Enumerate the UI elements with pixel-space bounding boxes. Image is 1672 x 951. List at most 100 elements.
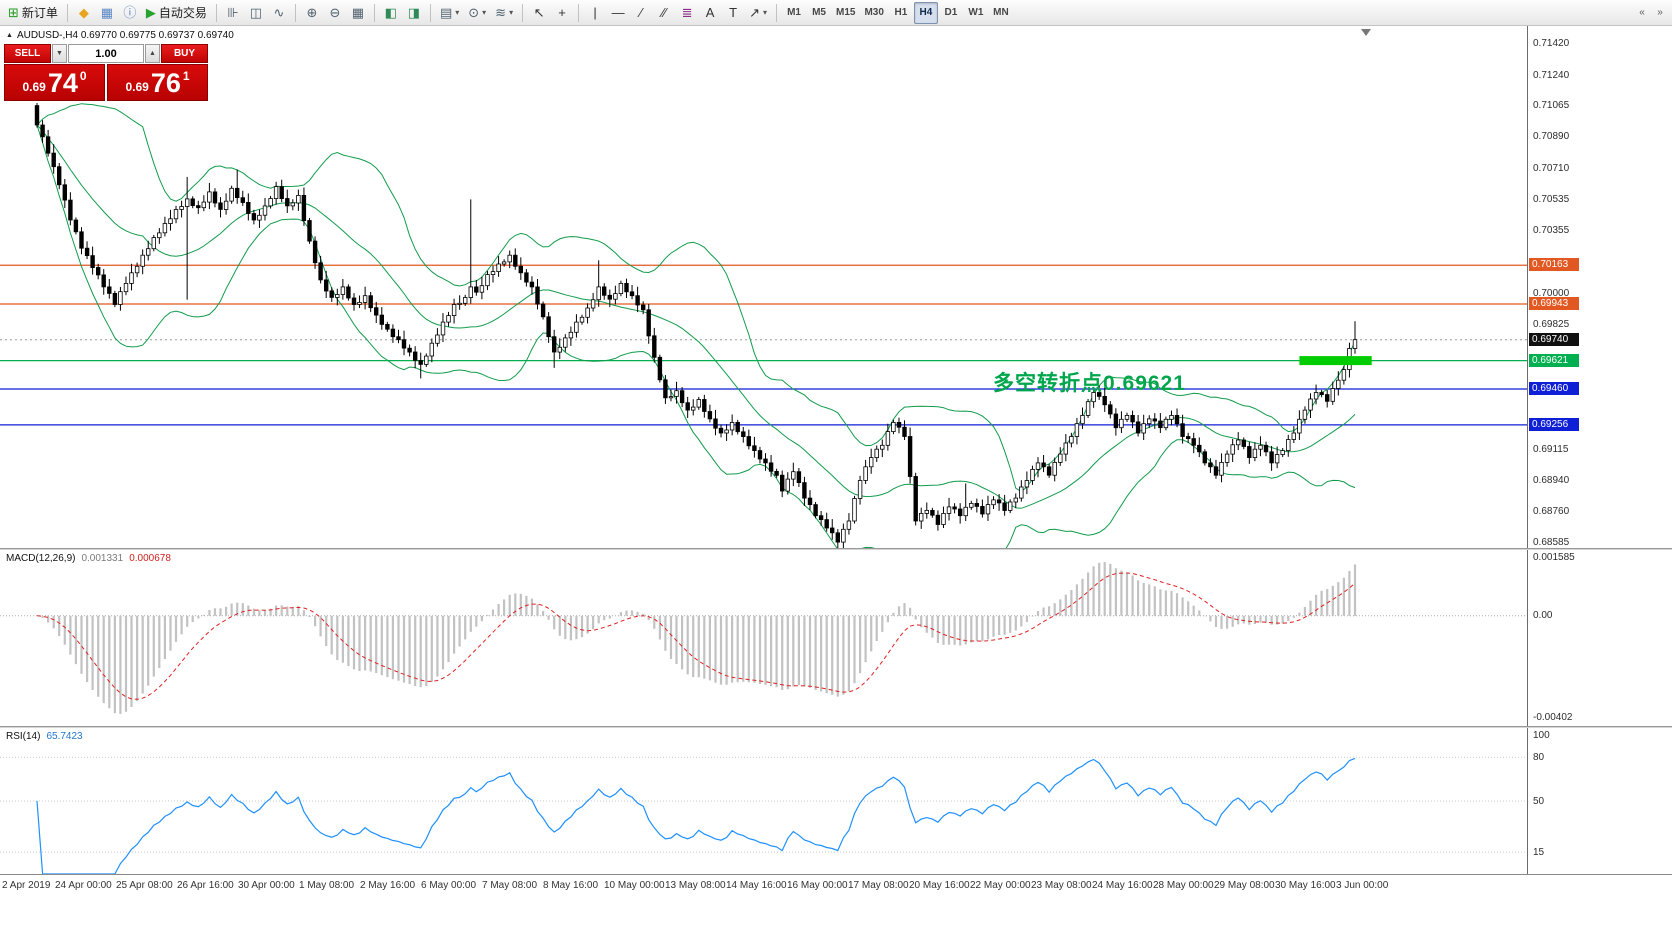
toolbar-separator (66, 3, 68, 22)
timeframe-d1-button[interactable]: D1 (939, 2, 963, 24)
price-axis[interactable]: 0.71420 0.71240 0.71065 0.70890 0.70710 0.705… (1527, 26, 1672, 548)
rsi-axis[interactable]: 100 80 50 15 (1527, 728, 1672, 874)
cursor-button[interactable]: ↖ (528, 2, 550, 24)
text-label-button[interactable]: T (722, 2, 744, 24)
market-watch-button[interactable]: ◆ (73, 2, 95, 24)
price-level-badge: 0.69460 (1529, 381, 1579, 395)
tile-windows-2-button[interactable]: ◨ (403, 2, 425, 24)
time-tick: 6 May 00:00 (421, 880, 477, 891)
time-tick: 25 Apr 08:00 (116, 880, 173, 891)
toolbar-overflow: «» (1634, 2, 1668, 24)
pivot-annotation[interactable]: 多空转折点0.69621 (993, 372, 1186, 395)
sell-button[interactable]: SELL (4, 44, 51, 63)
chart-canvas[interactable]: ▲ AUDUSD-,H4 0.69770 0.69775 0.69737 0.6… (0, 26, 1527, 548)
timeframe-m5-button[interactable]: M5 (807, 2, 831, 24)
text-button[interactable]: A (699, 2, 721, 24)
timeframe-m1-button[interactable]: M1 (782, 2, 806, 24)
arrows-objects-button[interactable]: ↗ ▾ (745, 2, 771, 24)
buy-price-button[interactable]: 0.69 76 1 (107, 64, 208, 101)
vertical-line-button[interactable]: | (584, 2, 606, 24)
horizontal-line-icon: — (611, 5, 625, 20)
new-chart-button[interactable]: ▤ ▾ (436, 2, 463, 24)
macd-axis[interactable]: 0.001585 0.00 -0.00402 (1527, 550, 1672, 726)
auto-trading-icon: ▶ (145, 5, 156, 20)
toolbar-separator (578, 3, 580, 22)
indicators-list-button[interactable]: ≋ ▾ (491, 2, 517, 24)
pane-separator[interactable] (0, 548, 1672, 550)
indicators-list-caret-icon: ▾ (509, 8, 514, 17)
price-tick: 0.68760 (1533, 506, 1570, 518)
rsi-canvas[interactable]: RSI(14) 65.7423 (0, 728, 1527, 874)
bar-chart-mode-icon: ⊪ (227, 5, 239, 20)
toolbar-overflow-right-button[interactable]: » (1652, 2, 1668, 24)
trend-line-icon: ∕ (640, 5, 643, 20)
rsi-axis-label: 50 (1533, 796, 1545, 807)
symbol-header: ▲ AUDUSD-,H4 0.69770 0.69775 0.69737 0.6… (6, 30, 234, 41)
time-tick: 13 May 08:00 (665, 880, 726, 891)
profiles-caret-icon: ▾ (482, 8, 487, 17)
time-tick: 1 May 08:00 (299, 880, 355, 891)
arrange-windows-button[interactable]: ▦ (347, 2, 369, 24)
toolbar: ⊞ 新订单 ◆ ▦ ⓘ ▶ 自动交易 ⊪ ◫ ∿ ⊕ ⊖ ▦ ◧ ◨ ▤ ▾ ⊙ ▾ ≋ ▾ ↖ + | — ∕ ∕∕ ≣ A T ↗ ▾ M1… (0, 0, 1672, 26)
auto-trading-button[interactable]: ▶ 自动交易 (142, 2, 211, 24)
equidistant-channel-button[interactable]: ∕∕ (653, 2, 675, 24)
toolbar-overflow-left-button[interactable]: « (1634, 2, 1650, 24)
time-tick: 22 May 00:00 (970, 880, 1031, 891)
vertical-line-icon: | (593, 5, 597, 20)
zoom-out-button[interactable]: ⊖ (324, 2, 346, 24)
data-window-button[interactable]: ▦ (96, 2, 118, 24)
symbol-ohlc-text: AUDUSD-,H4 0.69770 0.69775 0.69737 0.697… (16, 30, 234, 41)
horizontal-line-button[interactable]: — (607, 2, 629, 24)
time-tick: 14 May 16:00 (726, 880, 787, 891)
fibonacci-icon: ≣ (681, 5, 693, 20)
time-tick: 24 May 16:00 (1092, 880, 1153, 891)
price-tick: 0.70710 (1533, 162, 1570, 174)
volume-decrease-button[interactable]: ▼ (52, 44, 67, 63)
crosshair-button[interactable]: + (551, 2, 573, 24)
buy-price-big: 76 (150, 68, 181, 99)
price-tick: 0.71420 (1533, 38, 1570, 49)
arrows-objects-caret-icon: ▾ (763, 8, 768, 17)
arrange-windows-icon: ▦ (351, 5, 365, 20)
market-watch-icon: ◆ (78, 5, 89, 20)
time-tick: 26 Apr 16:00 (177, 880, 234, 891)
zoom-in-button[interactable]: ⊕ (301, 2, 323, 24)
timeframe-m30-button[interactable]: M30 (860, 2, 887, 24)
price-tick: 0.70355 (1533, 225, 1570, 237)
timeframe-h1-button[interactable]: H1 (889, 2, 913, 24)
price-tick: 0.70000 (1533, 287, 1570, 299)
new-chart-caret-icon: ▾ (455, 8, 460, 17)
line-chart-mode-icon: ∿ (273, 5, 285, 20)
timeframe-m15-button[interactable]: M15 (832, 2, 859, 24)
rsi-value: 65.7423 (46, 731, 83, 742)
line-chart-mode-button[interactable]: ∿ (268, 2, 290, 24)
volume-input[interactable] (68, 44, 144, 63)
sell-price-button[interactable]: 0.69 74 0 (4, 64, 105, 101)
candle-chart-mode-button[interactable]: ◫ (245, 2, 267, 24)
pane-separator[interactable] (0, 726, 1672, 728)
time-axis[interactable]: 2 Apr 2019 24 Apr 00:00 25 Apr 08:00 26 Apr… (0, 874, 1672, 901)
price-tick: 0.69115 (1533, 443, 1569, 455)
macd-axis-label: 0.001585 (1533, 552, 1575, 563)
price-tick: 0.71065 (1533, 100, 1570, 112)
oct-price-row: 0.69 74 0 0.69 76 1 (4, 64, 208, 101)
crosshair-icon: + (558, 5, 566, 20)
time-tick: 23 May 08:00 (1031, 880, 1092, 891)
tile-windows-1-button[interactable]: ◧ (380, 2, 402, 24)
timeframe-h4-button[interactable]: H4 (913, 1, 938, 24)
timeframe-mn-button[interactable]: MN (989, 2, 1013, 24)
bar-chart-mode-button[interactable]: ⊪ (222, 2, 244, 24)
time-tick: 17 May 08:00 (848, 880, 909, 891)
fibonacci-button[interactable]: ≣ (676, 2, 698, 24)
new-order-button[interactable]: ⊞ 新订单 (4, 2, 62, 24)
timeframe-w1-button[interactable]: W1 (964, 2, 988, 24)
profiles-button[interactable]: ⊙ ▾ (464, 2, 490, 24)
macd-canvas[interactable]: MACD(12,26,9) 0.001331 0.000678 (0, 550, 1527, 726)
rsi-svg (0, 756, 1527, 874)
buy-button[interactable]: BUY (161, 44, 208, 63)
main-chart-svg (0, 29, 1527, 548)
trend-line-button[interactable]: ∕ (630, 2, 652, 24)
terminal-info-button[interactable]: ⓘ (119, 2, 141, 24)
macd-axis-label: 0.00 (1533, 609, 1553, 621)
volume-increase-button[interactable]: ▲ (145, 44, 160, 63)
